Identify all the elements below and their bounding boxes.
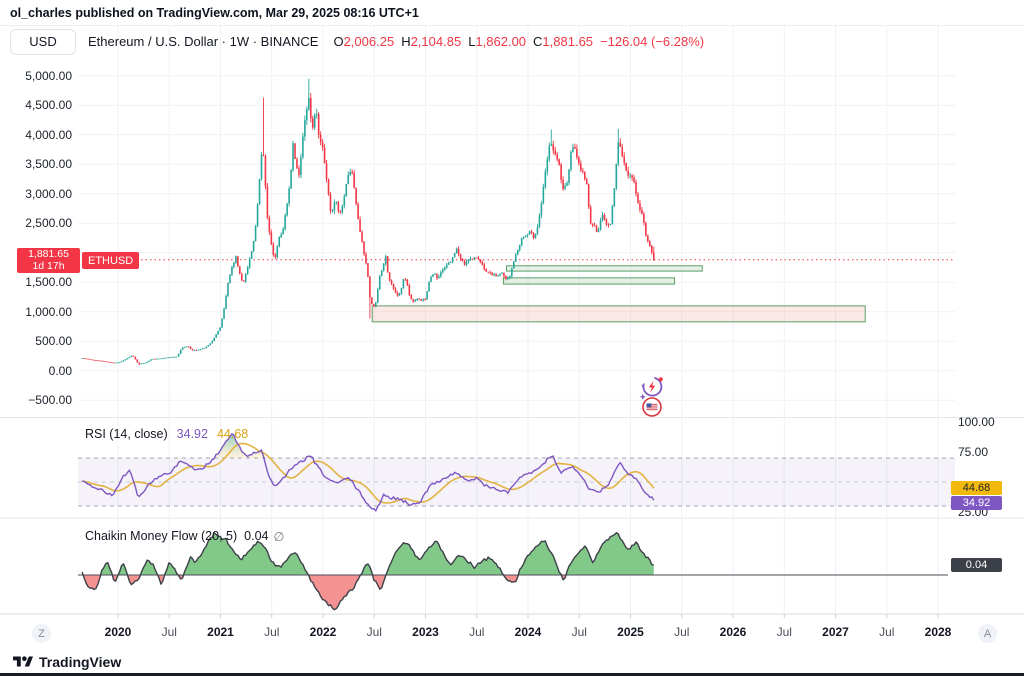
rsi-scale-label: 75.00 (958, 445, 989, 459)
rsi-value: 34.92 (176, 427, 208, 441)
bar-countdown: 1d 17h (32, 259, 65, 272)
rsi-ma-line (81, 442, 655, 504)
rsi-ma-value: 44.68 (216, 427, 249, 441)
last-price-value: 1,881.65 (28, 248, 69, 260)
time-axis-label: Jul (674, 625, 690, 639)
demand-zone-lower (371, 305, 866, 323)
symbol-title: Ethereum / U.S. Dollar · 1W · BINANCE (88, 34, 319, 49)
low-label: L (468, 34, 476, 49)
last-price-badge: 1,881.65 1d 17h (17, 248, 80, 273)
time-axis-label: Jul (879, 625, 895, 639)
price-scale-label: 4,500.00 (25, 98, 72, 113)
open-value: 2,006.25 (343, 34, 395, 49)
brand-name[interactable]: TradingView (39, 653, 122, 670)
high-label: H (401, 34, 411, 49)
change-value: −126.04 (−6.28%) (600, 34, 705, 49)
rsi-legend[interactable]: RSI (14, close) 34.92 44.68 (85, 427, 248, 441)
demand-zone-upper (505, 265, 703, 272)
rsi-ma-badge: 44.68 (951, 481, 1002, 495)
symbol-badge: ETHUSD (82, 252, 140, 269)
price-scale-label: 0.00 (48, 363, 72, 378)
time-axis-label: 2022 (309, 625, 337, 639)
price-scale-label: 1,000.00 (25, 304, 72, 319)
currency-button[interactable]: USD (10, 28, 76, 55)
tradingview-logo-icon[interactable] (13, 654, 33, 670)
demand-zone-middle (502, 277, 676, 285)
time-axis-label: Jul (161, 625, 177, 639)
price-scale-label: 1,500.00 (25, 275, 72, 290)
rsi-title: RSI (14, close) (85, 427, 168, 441)
cmf-legend[interactable]: Chaikin Money Flow (20, 5) 0.04 ∅ (85, 529, 284, 544)
time-axis-label: 2024 (514, 625, 542, 639)
cmf-average-symbol: ∅ (273, 530, 285, 544)
price-scale-label: 3,000.00 (25, 186, 72, 201)
window-edge (0, 673, 1024, 676)
time-axis-label: 2021 (207, 625, 234, 639)
ohlc-readout: O2,006.25 H2,104.85 L1,862.00 C1,881.65 −126… (326, 34, 704, 49)
cmf-title: Chaikin Money Flow (20, 5) (85, 529, 238, 543)
cmf-value-badge: 0.04 (951, 558, 1002, 572)
price-scale-label: 2,500.00 (25, 216, 72, 231)
close-value: 1,881.65 (542, 34, 594, 49)
price-scale-label: 3,500.00 (25, 157, 72, 172)
time-axis-label: Jul (469, 625, 485, 639)
time-axis-label: Jul (366, 625, 382, 639)
time-axis-label: Jul (264, 625, 280, 639)
time-axis-label: 2028 (924, 625, 952, 639)
time-axis-label: 2020 (104, 625, 132, 639)
time-axis-label: Jul (776, 625, 792, 639)
us-flag-event-icon[interactable] (642, 397, 662, 417)
adjust-button[interactable]: A (978, 624, 997, 643)
cmf-value: 0.04 (244, 529, 269, 543)
lightning-event-icon[interactable] (639, 376, 663, 401)
rsi-line (81, 432, 655, 512)
time-axis-label: 2027 (822, 625, 849, 639)
rsi-scale-label: 100.00 (958, 415, 995, 429)
cmf-line (81, 532, 654, 611)
time-axis-label: 2025 (617, 625, 644, 639)
time-axis-label: Jul (571, 625, 587, 639)
price-scale-label: −500.00 (28, 393, 72, 408)
high-value: 2,104.85 (410, 34, 462, 49)
price-scale-label: 500.00 (35, 334, 72, 349)
time-axis-label: 2026 (719, 625, 747, 639)
price-scale-label: 4,000.00 (25, 127, 72, 142)
attribution-text: ol_charles published on TradingView.com,… (10, 5, 419, 20)
low-value: 1,862.00 (475, 34, 527, 49)
open-label: O (333, 34, 344, 49)
candlestick-series (81, 78, 655, 366)
rsi-value-badge: 34.92 (951, 495, 1002, 510)
close-label: C (533, 34, 543, 49)
chart-header: USD Ethereum / U.S. Dollar · 1W · BINANC… (10, 28, 704, 55)
timezone-button[interactable]: Z (32, 624, 51, 643)
attribution-bar: ol_charles published on TradingView.com,… (0, 0, 1024, 26)
price-scale-label: 5,000.00 (25, 68, 72, 83)
footer-bar: TradingView (13, 651, 121, 672)
time-axis-label: 2023 (412, 625, 439, 639)
